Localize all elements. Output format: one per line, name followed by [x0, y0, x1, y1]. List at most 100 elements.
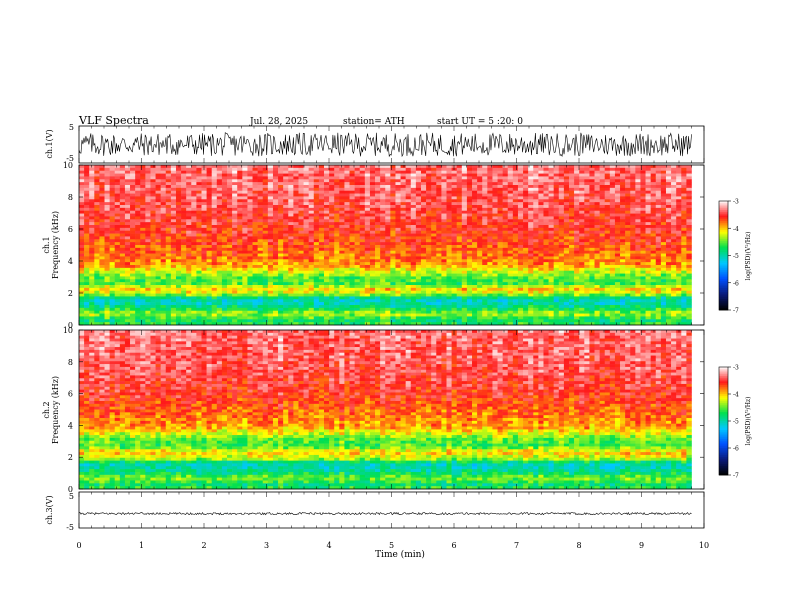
spectrogram-cell [165, 305, 172, 309]
spectrogram-cell [109, 236, 116, 240]
spectrogram-cell [487, 225, 493, 229]
spectrogram-cell [170, 239, 177, 243]
spectrogram-cell [436, 299, 442, 303]
spectrogram-cell [395, 282, 401, 286]
spectrogram-cell [99, 165, 105, 169]
spectrogram-cell [278, 270, 284, 274]
spectrogram-cell [206, 305, 212, 309]
spectrogram-cell [278, 293, 284, 297]
spectrogram-cell [298, 262, 304, 266]
spectrogram-cell [124, 322, 131, 326]
spectrogram-cell [283, 287, 289, 292]
spectrogram-cell [201, 302, 207, 306]
spectrogram-cell [492, 196, 498, 200]
spectrogram-cell [380, 253, 386, 257]
spectrogram-cell [278, 222, 284, 226]
spectrogram-cell [487, 302, 493, 306]
spectrogram-cell [135, 259, 141, 263]
spectrogram-cell [497, 216, 503, 220]
spectrogram-cell [441, 285, 447, 289]
spectrogram-cell [237, 262, 243, 266]
spectrogram-cell [135, 182, 141, 186]
spectrogram-cell [369, 216, 376, 220]
spectrogram-cell [242, 210, 248, 214]
spectrogram-cell [349, 167, 355, 172]
spectrogram-cell [155, 262, 161, 266]
spectrogram-cell [523, 219, 529, 223]
spectrogram-cell [390, 242, 396, 246]
spectrogram-cell [124, 247, 131, 252]
spectrogram-cell [99, 322, 105, 326]
spectrogram-cell [247, 253, 253, 257]
spectrogram-cell [186, 296, 192, 300]
spectrogram-cell [395, 236, 401, 240]
spectrogram-cell [257, 196, 264, 200]
spectrogram-cell [512, 190, 519, 194]
spectrogram-cell [303, 199, 309, 203]
spectrogram-cell [109, 210, 116, 214]
spectrogram-cell [477, 219, 483, 223]
spectrogram-cell [364, 239, 371, 243]
spectrogram-cell [262, 250, 269, 254]
spectrogram-cell [517, 316, 524, 320]
spectrogram-cell [89, 199, 95, 203]
spectrogram-cell [369, 259, 376, 263]
spectrogram-cell [227, 222, 233, 226]
spectrogram-cell [109, 302, 116, 306]
spectrogram-cell [497, 305, 503, 309]
spectrogram-cell [375, 293, 381, 297]
spectrogram-cell [502, 290, 509, 294]
spectrogram-cell [472, 270, 478, 274]
spectrogram-cell [517, 239, 524, 243]
spectrogram-cell [375, 285, 381, 289]
spectrogram-cell [528, 185, 534, 189]
spectrogram-cell [329, 245, 335, 249]
spectrogram-cell [400, 276, 406, 280]
spectrogram-cell [410, 247, 417, 252]
spectrogram-cell [119, 205, 126, 209]
spectrogram-cell [272, 259, 279, 263]
spectrogram-cell [130, 247, 136, 252]
spectrogram-cell [395, 245, 401, 249]
spectrogram-cell [201, 276, 207, 280]
spectrogram-cell [181, 247, 187, 252]
spectrogram-cell [528, 265, 534, 269]
spectrogram-cell [426, 182, 432, 186]
spectrogram-cell [257, 270, 264, 274]
spectrogram-cell [79, 182, 85, 186]
spectrogram-cell [349, 319, 355, 323]
spectrogram-cell [482, 196, 488, 200]
spectrogram-cell [354, 245, 361, 249]
spectrogram-cell [150, 307, 156, 312]
spectrogram-cell [431, 247, 437, 252]
spectrogram-cell [487, 165, 493, 169]
spectrogram-cell [523, 230, 529, 234]
spectrogram-cell [324, 276, 330, 280]
spectrogram-cell [456, 307, 463, 312]
spectrogram-cell [114, 216, 121, 220]
spectrogram-cell [354, 185, 361, 189]
spectrogram-cell [487, 276, 493, 280]
spectrogram-cell [288, 205, 294, 209]
spectrogram-cell [201, 247, 207, 252]
spectrogram-cell [124, 239, 131, 243]
spectrogram-cell [456, 210, 463, 214]
spectrogram-cell [104, 199, 110, 203]
spectrogram-cell [375, 322, 381, 326]
spectrogram-cell [124, 273, 131, 277]
spectrogram-cell [104, 219, 110, 223]
spectrogram-cell [186, 267, 192, 272]
spectrogram-cell [267, 265, 274, 269]
spectrogram-cell [84, 199, 90, 203]
spectrogram-cell [191, 282, 197, 286]
spectrogram-cell [334, 270, 340, 274]
spectrogram-cell [206, 185, 212, 189]
spectrogram-cell [324, 207, 330, 212]
spectrogram-cell [349, 205, 355, 209]
spectrogram-cell [477, 227, 483, 232]
spectrogram-cell [405, 247, 412, 252]
spectrogram-cell [523, 273, 529, 277]
spectrogram-cell [196, 287, 202, 292]
spectrogram-cell [104, 196, 110, 200]
spectrogram-cell [303, 207, 309, 212]
